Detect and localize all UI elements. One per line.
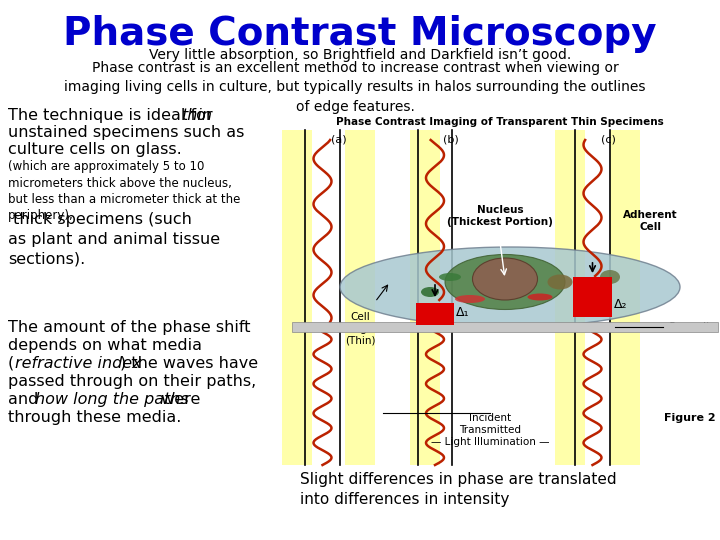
Text: culture cells on glass.: culture cells on glass. [8,142,181,157]
Text: Very little absorption, so Brightfield and Darkfield isn’t good.: Very little absorption, so Brightfield a… [149,48,571,62]
Text: Cell
Edge
(Thin): Cell Edge (Thin) [345,312,375,345]
Text: (: ( [8,356,14,371]
Ellipse shape [421,287,439,297]
Text: passed through on their paths,: passed through on their paths, [8,374,256,389]
Bar [345,130,375,465]
Bar [555,130,585,465]
Text: ) the waves have: ) the waves have [120,356,258,371]
Ellipse shape [581,289,599,301]
Text: depends on what media: depends on what media [8,338,202,353]
Ellipse shape [340,247,680,327]
Text: Phase Contrast Imaging of Transparent Thin Specimens: Phase Contrast Imaging of Transparent Th… [336,117,664,127]
Text: how long the paths: how long the paths [35,392,189,407]
Text: (b): (b) [443,135,459,145]
Text: Figure 2: Figure 2 [665,413,716,423]
Ellipse shape [445,254,565,309]
Text: thin: thin [182,108,213,123]
Bar [416,303,454,325]
Text: The amount of the phase shift: The amount of the phase shift [8,320,251,335]
Bar [292,322,718,332]
Text: Slight differences in phase are translated
into differences in intensity: Slight differences in phase are translat… [300,472,616,507]
Text: (a): (a) [330,135,346,145]
Text: through these media.: through these media. [8,410,181,425]
Text: (which are approximately 5 to 10
micrometers thick above the nucleus,
but less t: (which are approximately 5 to 10 microme… [8,160,240,222]
Text: (c): (c) [600,135,616,145]
Text: unstained specimens such as: unstained specimens such as [8,125,244,140]
Text: Coverslip: Coverslip [667,322,716,332]
Ellipse shape [547,274,572,289]
Text: The technique is ideal for: The technique is ideal for [8,108,217,123]
Text: Incident
Transmitted
— Light Illumination —: Incident Transmitted — Light Illuminatio… [431,413,549,447]
Bar [610,130,640,465]
Ellipse shape [455,295,485,303]
Ellipse shape [600,270,620,284]
Bar [410,130,440,465]
Ellipse shape [439,273,461,281]
Text: Δ₁: Δ₁ [456,306,469,319]
Text: Adherent
Cell: Adherent Cell [623,210,678,232]
Text: refractive index: refractive index [15,356,142,371]
Bar [282,130,312,465]
Text: were: were [156,392,200,407]
Text: Δ₂: Δ₂ [614,298,628,310]
Text: Phase contrast is an excellent method to increase contrast when viewing or
imagi: Phase contrast is an excellent method to… [64,61,646,114]
Bar [573,277,612,317]
Ellipse shape [472,258,538,300]
Text: thick specimens (such
as plant and animal tissue
sections).: thick specimens (such as plant and anima… [8,212,220,267]
Text: and: and [8,392,43,407]
Text: Phase Contrast Microscopy: Phase Contrast Microscopy [63,15,657,53]
Ellipse shape [528,294,552,300]
Text: Nucleus
(Thickest Portion): Nucleus (Thickest Portion) [447,205,553,227]
